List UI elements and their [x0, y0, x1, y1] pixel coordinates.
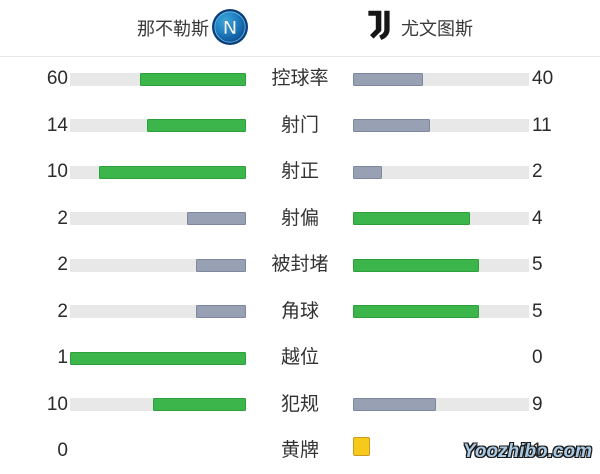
svg-text:N: N — [223, 18, 237, 39]
